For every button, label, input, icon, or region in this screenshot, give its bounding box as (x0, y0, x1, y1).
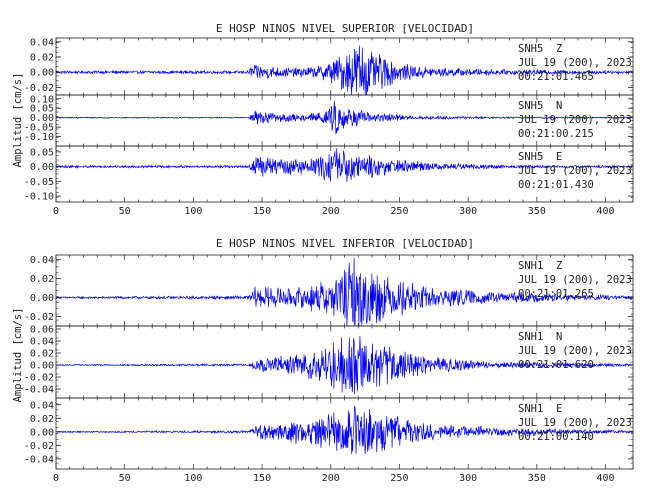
time-label: 00:21:01.265 (518, 288, 594, 300)
x-tick-label: 0 (53, 473, 59, 484)
x-tick-label: 0 (53, 206, 59, 217)
bottom-chart-ylabel: Amplitud [cm/s] (12, 308, 24, 403)
y-tick-label: 0.00 (30, 361, 54, 372)
component-label: N (556, 100, 562, 112)
time-label: 00:21:00.215 (518, 128, 594, 140)
date-label: JUL 19 (200), 2023 (518, 114, 632, 126)
y-tick-label: 0.10 (30, 94, 54, 105)
y-tick-label: -0.02 (24, 373, 54, 384)
trace-panel: 0.060.040.020.00-0.02-0.04 SNH1 N JUL 19 (2… (24, 325, 634, 399)
top-chart-panels: 0.04 0.02 0.00 -0.02 SNH5 Z JUL 19 (200), 2023… (24, 37, 634, 217)
y-tick-label: 0.04 (30, 400, 54, 411)
y-tick-label: 0.00 (30, 293, 54, 304)
y-tick-label: 0.05 (30, 147, 54, 158)
date-label: JUL 19 (200), 2023 (518, 57, 632, 69)
station-label: SNH1 (518, 331, 543, 343)
date-label: JUL 19 (200), 2023 (518, 274, 632, 286)
y-tick-label: -0.02 (24, 312, 54, 323)
y-tick-label: 0.00 (30, 427, 54, 438)
y-tick-label: 0.05 (30, 104, 54, 115)
y-tick-label: -0.02 (24, 83, 54, 94)
y-tick-label: -0.05 (24, 177, 54, 188)
component-label: E (556, 403, 562, 415)
x-tick-label: 400 (596, 206, 614, 217)
component-label: Z (556, 43, 562, 55)
trace-panel: 0.04 0.02 0.00 -0.02 SNH1 Z JUL 19 (200), 2023… (24, 254, 634, 327)
x-tick-label: 100 (184, 206, 202, 217)
y-tick-label: -0.04 (24, 454, 54, 465)
trace-panel: 0.04 0.02 0.00 -0.02 SNH5 Z JUL 19 (200), 2023… (24, 37, 634, 96)
date-label: JUL 19 (200), 2023 (518, 165, 632, 177)
x-tick-label: 250 (390, 206, 408, 217)
station-label: SNH5 (518, 43, 543, 55)
waveform-line (55, 257, 633, 327)
date-label: JUL 19 (200), 2023 (518, 417, 632, 429)
station-label: SNH5 (518, 100, 543, 112)
x-tick-label: 300 (459, 473, 477, 484)
y-tick-label: 0.06 (30, 325, 54, 336)
y-tick-label: -0.10 (24, 132, 54, 143)
trace-panel: 0.04 0.02 0.00 -0.02 -0.04 SNH1 E JUL 19 (200),… (24, 397, 634, 484)
y-tick-label: 0.04 (30, 255, 54, 266)
y-tick-label: 0.02 (30, 349, 54, 360)
station-label: SNH1 (518, 260, 543, 272)
x-tick-label: 100 (184, 473, 202, 484)
station-label: SNH1 (518, 403, 543, 415)
time-label: 00:21:01.465 (518, 71, 594, 83)
waveform-line (55, 45, 633, 96)
component-label: N (556, 331, 562, 343)
x-tick-label: 200 (322, 473, 340, 484)
x-tick-label: 50 (119, 206, 131, 217)
waveform-line (55, 336, 633, 395)
x-tick-label: 50 (119, 473, 131, 484)
waveform-line (55, 148, 633, 182)
date-label: JUL 19 (200), 2023 (518, 345, 632, 357)
y-tick-label: 0.02 (30, 53, 54, 64)
component-label: E (556, 151, 562, 163)
x-tick-label: 250 (390, 473, 408, 484)
x-tick-label: 150 (253, 473, 271, 484)
top-chart-title: E HOSP NINOS NIVEL SUPERIOR [VELOCIDAD] (216, 22, 474, 35)
trace-panel: 0.05 0.00 -0.05 -0.10 SNH5 E JUL 19 (200), 202… (24, 145, 634, 217)
top-chart-ylabel: Amplitud [cm/s] (12, 73, 24, 168)
y-tick-label: 0.00 (30, 113, 54, 124)
y-tick-label: 0.00 (30, 68, 54, 79)
x-tick-label: 200 (322, 206, 340, 217)
y-tick-label: 0.02 (30, 274, 54, 285)
y-tick-label: 0.04 (30, 337, 54, 348)
x-tick-label: 150 (253, 206, 271, 217)
component-label: Z (556, 260, 562, 272)
x-tick-label: 350 (528, 206, 546, 217)
y-tick-label: -0.02 (24, 441, 54, 452)
y-tick-label: 0.02 (30, 414, 54, 425)
y-tick-label: -0.10 (24, 192, 54, 203)
time-label: 00:21:01.430 (518, 179, 594, 191)
bottom-chart-title: E HOSP NINOS NIVEL INFERIOR [VELOCIDAD] (216, 237, 474, 250)
y-tick-label: 0.04 (30, 37, 54, 48)
y-tick-label: 0.00 (30, 162, 54, 173)
station-label: SNH5 (518, 151, 543, 163)
x-tick-label: 350 (528, 473, 546, 484)
trace-panel: 0.100.050.00-0.05-0.10 SNH5 N JUL 19 (200),… (24, 94, 634, 147)
waveform-line (55, 405, 633, 455)
x-tick-label: 400 (596, 473, 614, 484)
time-label: 00:21:00.140 (518, 431, 594, 443)
time-label: 00:21:01.620 (518, 359, 594, 371)
y-tick-label: -0.04 (24, 385, 54, 396)
waveform-line (55, 100, 633, 135)
y-tick-label: -0.05 (24, 123, 54, 134)
x-tick-label: 300 (459, 206, 477, 217)
